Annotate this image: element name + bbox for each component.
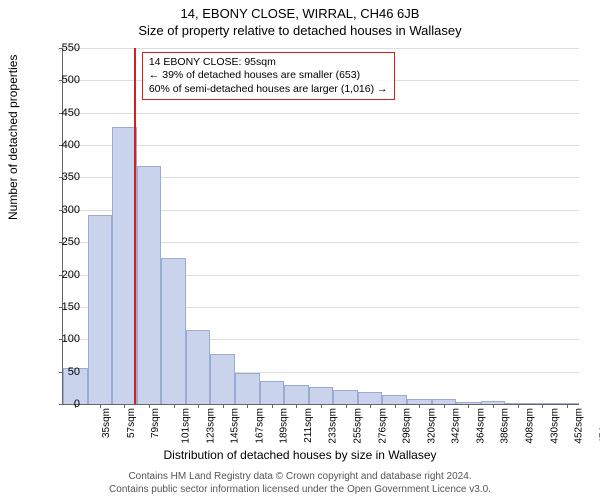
chart-plot-area: 35sqm57sqm79sqm101sqm123sqm145sqm167sqm1… bbox=[62, 48, 579, 405]
x-tick-mark bbox=[542, 404, 543, 408]
y-tick-label: 0 bbox=[50, 398, 80, 410]
x-tick-mark bbox=[198, 404, 199, 408]
x-tick-label: 298sqm bbox=[402, 408, 413, 444]
x-tick-label: 386sqm bbox=[500, 408, 511, 444]
annotation-line: 14 EBONY CLOSE: 95sqm bbox=[149, 56, 388, 70]
y-tick-label: 250 bbox=[50, 236, 80, 248]
gridline bbox=[63, 48, 579, 49]
x-tick-label: 211sqm bbox=[303, 408, 314, 443]
y-tick-label: 450 bbox=[50, 107, 80, 119]
histogram-bar bbox=[235, 373, 260, 404]
x-tick-label: 364sqm bbox=[475, 408, 486, 444]
x-tick-mark bbox=[444, 404, 445, 408]
y-tick-label: 350 bbox=[50, 171, 80, 183]
x-tick-label: 79sqm bbox=[150, 408, 161, 438]
gridline bbox=[63, 145, 579, 146]
footer-line-2: Contains public sector information licen… bbox=[0, 483, 600, 496]
x-tick-mark bbox=[223, 404, 224, 408]
footer-attribution: Contains HM Land Registry data © Crown c… bbox=[0, 470, 600, 496]
histogram-bar bbox=[88, 215, 113, 404]
histogram-bar bbox=[309, 387, 334, 404]
x-tick-label: 123sqm bbox=[205, 408, 216, 444]
page-title-1: 14, EBONY CLOSE, WIRRAL, CH46 6JB bbox=[0, 0, 600, 21]
x-tick-mark bbox=[321, 404, 322, 408]
x-tick-mark bbox=[149, 404, 150, 408]
x-tick-mark bbox=[272, 404, 273, 408]
x-axis-label: Distribution of detached houses by size … bbox=[0, 448, 600, 462]
x-tick-label: 101sqm bbox=[181, 408, 192, 444]
x-tick-label: 255sqm bbox=[353, 408, 364, 444]
x-tick-mark bbox=[296, 404, 297, 408]
annotation-line: 60% of semi-detached houses are larger (… bbox=[149, 83, 388, 97]
property-marker-line bbox=[134, 48, 136, 404]
y-axis-label: Number of detached properties bbox=[6, 55, 20, 220]
x-tick-label: 189sqm bbox=[279, 408, 290, 444]
x-tick-mark bbox=[346, 404, 347, 408]
x-tick-label: 430sqm bbox=[549, 408, 560, 444]
histogram-bar bbox=[358, 392, 383, 404]
y-tick-label: 100 bbox=[50, 333, 80, 345]
histogram-bar bbox=[137, 166, 162, 404]
histogram-bar bbox=[210, 354, 235, 404]
x-tick-label: 276sqm bbox=[377, 408, 388, 444]
annotation-box: 14 EBONY CLOSE: 95sqm← 39% of detached h… bbox=[142, 52, 395, 101]
x-tick-label: 57sqm bbox=[126, 408, 137, 438]
x-tick-mark bbox=[395, 404, 396, 408]
x-tick-label: 452sqm bbox=[574, 408, 585, 444]
page-title-2: Size of property relative to detached ho… bbox=[0, 21, 600, 38]
y-tick-label: 550 bbox=[50, 42, 80, 54]
x-tick-label: 145sqm bbox=[230, 408, 241, 444]
histogram-bar bbox=[382, 395, 407, 404]
x-tick-mark bbox=[174, 404, 175, 408]
histogram-bar bbox=[112, 127, 137, 404]
footer-line-1: Contains HM Land Registry data © Crown c… bbox=[0, 470, 600, 483]
histogram-bar bbox=[284, 385, 309, 404]
y-tick-label: 200 bbox=[50, 269, 80, 281]
x-tick-mark bbox=[124, 404, 125, 408]
chart-container: 14, EBONY CLOSE, WIRRAL, CH46 6JB Size o… bbox=[0, 0, 600, 500]
y-tick-label: 150 bbox=[50, 301, 80, 313]
x-tick-mark bbox=[518, 404, 519, 408]
y-tick-label: 50 bbox=[50, 366, 80, 378]
x-tick-label: 320sqm bbox=[426, 408, 437, 444]
x-tick-mark bbox=[468, 404, 469, 408]
x-tick-mark bbox=[100, 404, 101, 408]
annotation-line: ← 39% of detached houses are smaller (65… bbox=[149, 69, 388, 83]
x-tick-mark bbox=[567, 404, 568, 408]
x-tick-label: 35sqm bbox=[101, 408, 112, 438]
x-tick-mark bbox=[419, 404, 420, 408]
y-tick-label: 500 bbox=[50, 74, 80, 86]
x-tick-mark bbox=[493, 404, 494, 408]
x-tick-mark bbox=[370, 404, 371, 408]
x-tick-label: 167sqm bbox=[254, 408, 265, 444]
x-tick-label: 233sqm bbox=[328, 408, 339, 444]
x-tick-label: 408sqm bbox=[525, 408, 536, 444]
y-tick-label: 300 bbox=[50, 204, 80, 216]
x-tick-mark bbox=[247, 404, 248, 408]
gridline bbox=[63, 113, 579, 114]
histogram-bar bbox=[186, 330, 211, 404]
histogram-bar bbox=[333, 390, 358, 404]
y-tick-label: 400 bbox=[50, 139, 80, 151]
x-tick-label: 342sqm bbox=[451, 408, 462, 444]
histogram-bar bbox=[161, 258, 186, 404]
histogram-bar bbox=[260, 381, 285, 404]
